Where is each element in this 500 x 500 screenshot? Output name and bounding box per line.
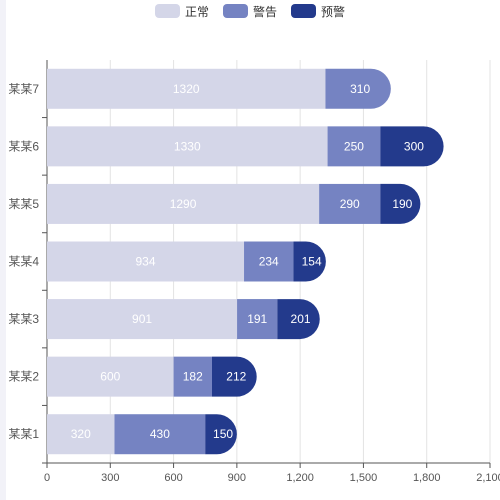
data-label: 600 [100,370,120,384]
bar-segment[interactable] [47,414,115,455]
category-label: 某某4 [8,255,39,269]
bar-segment[interactable] [47,299,238,340]
category-label: 某某7 [8,82,39,96]
x-tick-label: 300 [101,472,119,484]
legend-item-normal[interactable]: 正常 [154,3,209,19]
bar-segment[interactable] [173,356,212,397]
legend-swatch-alert [291,4,316,18]
data-label: 250 [344,139,364,153]
bar-segment[interactable] [319,183,381,224]
data-label: 1290 [170,197,197,211]
data-label: 290 [340,197,360,211]
legend-swatch-normal [154,4,180,18]
bar-segment[interactable] [380,183,421,224]
data-label: 310 [350,82,370,96]
data-label: 154 [302,255,322,269]
bar-segment[interactable] [211,356,257,397]
bar-segment[interactable] [380,126,444,167]
left-edge-strip [0,0,6,500]
x-tick-label: 2,100 [476,472,500,484]
legend-item-alert[interactable]: 预警 [291,3,345,19]
bar-segment[interactable] [114,414,206,455]
x-tick-label: 900 [228,472,246,484]
bar-segment[interactable] [47,68,326,109]
legend-item-warning[interactable]: 警告 [222,3,277,19]
category-label: 某某6 [8,139,39,153]
bar-segment[interactable] [47,183,320,224]
category-label: 某某2 [8,370,39,384]
legend-label-alert: 预警 [321,4,346,19]
data-label: 150 [213,427,233,441]
data-label: 901 [132,312,152,326]
category-label: 某某5 [8,197,39,211]
data-label: 212 [226,370,246,384]
data-label: 430 [150,427,170,441]
bar-segment[interactable] [237,299,278,340]
bar-segment[interactable] [47,241,245,282]
x-tick-label: 1,500 [350,472,378,484]
data-label: 300 [404,139,424,153]
category-label: 某某1 [8,427,39,441]
x-tick-label: 600 [164,472,182,484]
bar-segment[interactable] [327,126,381,167]
bar-segment[interactable] [205,414,237,455]
data-label: 1320 [173,82,200,96]
bar-segment[interactable] [277,299,320,340]
legend-label-normal: 正常 [184,4,209,19]
legend-label-warning: 警告 [252,4,277,19]
legend-swatch-warning [222,4,248,18]
data-label: 934 [135,255,155,269]
chart-legend: 正常 警告 预警 [0,3,500,19]
data-label: 234 [259,255,279,269]
x-tick-label: 1,800 [413,472,441,484]
category-label: 某某3 [8,312,39,326]
x-tick-label: 1,200 [286,472,314,484]
data-label: 320 [71,427,91,441]
data-label: 1330 [174,139,201,153]
data-label: 182 [183,370,203,384]
data-label: 201 [291,312,311,326]
data-label: 191 [247,312,267,326]
bar-segment[interactable] [293,241,326,282]
x-tick-label: 0 [44,472,50,484]
data-label: 190 [392,197,412,211]
bar-segment[interactable] [325,68,391,109]
bar-segment[interactable] [47,356,174,397]
bar-segment[interactable] [244,241,294,282]
bar-segment[interactable] [47,126,328,167]
